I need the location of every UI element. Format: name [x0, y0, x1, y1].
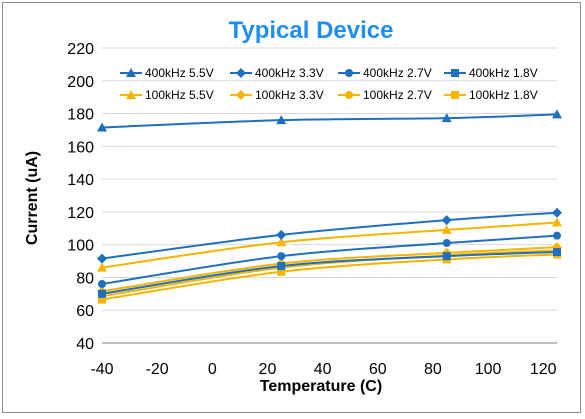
- y-axis-label: Current (uA): [24, 151, 41, 245]
- data-point: [441, 113, 452, 123]
- x-tick-label: 100: [475, 361, 502, 378]
- series-line: [101, 253, 558, 301]
- y-tick-label: 120: [67, 205, 94, 222]
- data-point: [97, 253, 107, 264]
- legend-label: 100kHz 3.3V: [255, 88, 324, 102]
- legend-item: 400kHz 2.7V: [338, 66, 432, 80]
- legend-swatch-marker: [236, 90, 246, 100]
- x-tick-label: 40: [314, 361, 332, 378]
- x-axis-label: Temperature (C): [260, 378, 382, 395]
- legend-swatch-marker: [126, 90, 136, 99]
- x-tick-label: -40: [90, 361, 113, 378]
- y-tick-label: 200: [67, 74, 94, 91]
- y-tick-label: 180: [67, 107, 94, 124]
- data-point: [276, 237, 287, 247]
- legend-item: 100kHz 3.3V: [230, 88, 324, 102]
- y-tick-label: 60: [76, 303, 94, 320]
- data-point: [553, 248, 561, 257]
- series-layer: [97, 109, 562, 304]
- legend-label: 400kHz 1.8V: [469, 66, 538, 80]
- chart-frame: Typical Device 40 60 80 100 120 140 160 180 200 2…: [2, 2, 581, 413]
- legend-swatch-marker: [126, 68, 136, 77]
- data-point: [441, 224, 452, 234]
- legend-swatch-marker: [345, 91, 353, 99]
- legend-label: 100kHz 5.5V: [145, 88, 214, 102]
- y-tick-label: 160: [67, 139, 94, 156]
- y-tick-label: 140: [67, 172, 94, 189]
- y-tick-label: 80: [76, 270, 94, 287]
- gridlines: [102, 47, 557, 344]
- data-point: [442, 252, 451, 261]
- legend: 400kHz 5.5V 400kHz 3.3V 400kHz 2.7V 400kHz …: [120, 66, 538, 102]
- y-tick-label: 100: [67, 238, 94, 255]
- data-point: [276, 229, 287, 240]
- series-line: [101, 234, 558, 285]
- data-point: [442, 239, 451, 248]
- legend-label: 400kHz 2.7V: [363, 66, 432, 80]
- x-tick-label: 0: [208, 361, 217, 378]
- x-tick-label: 80: [424, 361, 442, 378]
- data-point: [553, 231, 561, 240]
- legend-label: 100kHz 1.8V: [469, 88, 538, 102]
- legend-item: 400kHz 5.5V: [120, 66, 214, 80]
- x-tick-label: 20: [259, 361, 277, 378]
- data-point: [97, 262, 107, 272]
- data-point: [276, 115, 287, 125]
- legend-item: 100kHz 2.7V: [338, 88, 432, 102]
- data-point: [98, 295, 106, 304]
- legend-label: 100kHz 2.7V: [363, 88, 432, 102]
- legend-item: 100kHz 5.5V: [120, 88, 214, 102]
- data-point: [277, 267, 286, 276]
- legend-swatch-marker: [451, 91, 459, 99]
- data-point: [552, 207, 562, 218]
- series-line: [101, 221, 558, 269]
- data-point: [277, 261, 286, 270]
- data-point: [552, 109, 562, 119]
- legend-swatch-marker: [451, 69, 459, 77]
- series-400khz-2-7v: [98, 231, 561, 288]
- legend-label: 400kHz 5.5V: [145, 66, 214, 80]
- series-400khz-5-5v: [97, 109, 562, 132]
- x-tick-label: -20: [146, 361, 169, 378]
- legend-item: 400kHz 3.3V: [230, 66, 324, 80]
- series-line: [101, 251, 558, 295]
- x-tick-labels: -40 -20 0 20 40 60 80 100 120: [90, 361, 556, 378]
- legend-label: 400kHz 3.3V: [255, 66, 324, 80]
- data-point: [552, 217, 562, 227]
- y-tick-label: 220: [67, 41, 94, 58]
- series-400khz-1-8v: [98, 248, 561, 298]
- legend-swatch-marker: [345, 69, 353, 77]
- legend-item: 400kHz 1.8V: [444, 66, 538, 80]
- series-line: [101, 113, 558, 129]
- chart-title: Typical Device: [229, 17, 394, 44]
- series-100khz-5-5v: [97, 217, 562, 272]
- x-tick-label: 120: [530, 361, 557, 378]
- y-tick-label: 40: [76, 336, 94, 353]
- series-line: [101, 211, 558, 260]
- x-tick-label: 60: [369, 361, 387, 378]
- data-point: [441, 215, 452, 226]
- data-point: [98, 289, 106, 298]
- data-point: [97, 122, 107, 132]
- data-point: [277, 252, 286, 261]
- series-400khz-3-3v: [97, 207, 562, 264]
- y-tick-labels: 40 60 80 100 120 140 160 180 200 220: [67, 41, 94, 353]
- data-point: [98, 280, 106, 288]
- series-line: [101, 246, 558, 293]
- legend-item: 100kHz 1.8V: [444, 88, 538, 102]
- legend-swatch-marker: [236, 68, 246, 78]
- line-chart: Typical Device 4060801001201401601802002…: [24, 17, 562, 395]
